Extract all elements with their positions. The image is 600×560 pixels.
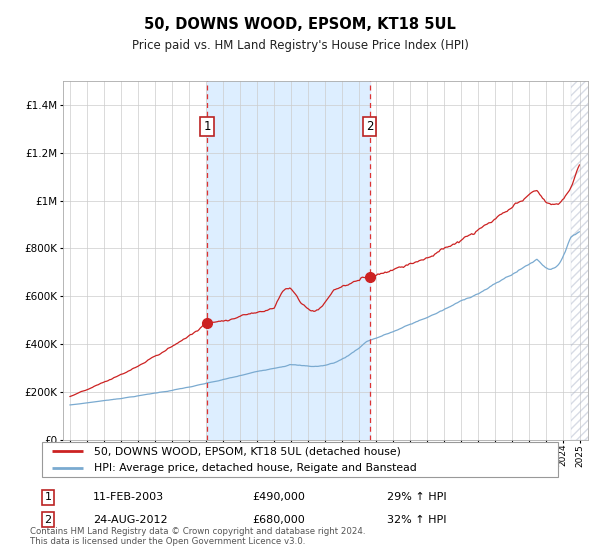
- Text: Contains HM Land Registry data © Crown copyright and database right 2024.
This d: Contains HM Land Registry data © Crown c…: [30, 526, 365, 546]
- Bar: [571, 81, 596, 440]
- FancyBboxPatch shape: [42, 442, 558, 477]
- Text: 11-FEB-2003: 11-FEB-2003: [93, 492, 164, 502]
- Text: £680,000: £680,000: [252, 515, 305, 525]
- Text: HPI: Average price, detached house, Reigate and Banstead: HPI: Average price, detached house, Reig…: [94, 463, 416, 473]
- Text: 1: 1: [44, 492, 52, 502]
- Text: Price paid vs. HM Land Registry's House Price Index (HPI): Price paid vs. HM Land Registry's House …: [131, 39, 469, 52]
- Text: 2: 2: [44, 515, 52, 525]
- Text: £490,000: £490,000: [252, 492, 305, 502]
- Text: 50, DOWNS WOOD, EPSOM, KT18 5UL (detached house): 50, DOWNS WOOD, EPSOM, KT18 5UL (detache…: [94, 446, 400, 456]
- Text: 50, DOWNS WOOD, EPSOM, KT18 5UL: 50, DOWNS WOOD, EPSOM, KT18 5UL: [144, 17, 456, 32]
- Bar: [207, 81, 370, 440]
- Text: 24-AUG-2012: 24-AUG-2012: [93, 515, 167, 525]
- Bar: [571, 81, 596, 440]
- Text: 1: 1: [203, 120, 211, 133]
- Text: 29% ↑ HPI: 29% ↑ HPI: [387, 492, 446, 502]
- Bar: [571, 81, 596, 440]
- Text: 32% ↑ HPI: 32% ↑ HPI: [387, 515, 446, 525]
- Text: 2: 2: [366, 120, 373, 133]
